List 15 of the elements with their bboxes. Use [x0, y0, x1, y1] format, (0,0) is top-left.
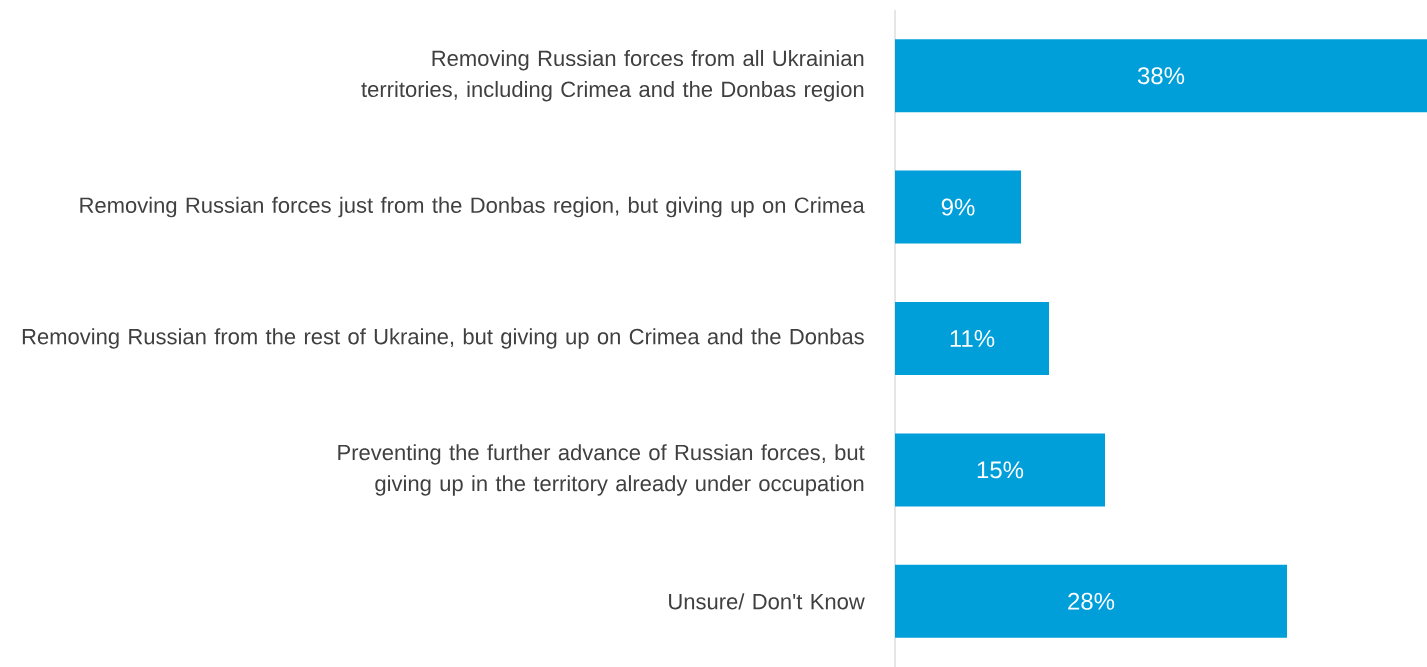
bar: [895, 39, 1427, 113]
data-label: 28%: [1068, 592, 1115, 610]
data-label: 9%: [941, 198, 975, 216]
y-tick-label: Unsure/ Don't Know: [669, 593, 865, 610]
data-label: 15%: [977, 461, 1024, 479]
data-label: 38%: [1137, 67, 1185, 85]
bar: [895, 564, 1287, 638]
bar: [895, 170, 1021, 244]
bar: [895, 433, 1105, 507]
y-tick-label: Removing Russian from the rest of Ukraine, but giving up on Crimea and the Donbas: [22, 328, 864, 349]
data-label: 11%: [950, 330, 995, 347]
bar: [895, 302, 1049, 375]
y-tick-label: Removing Russian forces from all Ukrainian territories, including Crimea and the Donbas region: [361, 49, 864, 102]
y-tick-label: Removing Russian forces just from the Donbas region, but giving up on Crimea: [80, 196, 865, 218]
y-tick-label: Preventing the further advance of Russian forces, but giving up in the territory already under occupation: [338, 444, 865, 496]
